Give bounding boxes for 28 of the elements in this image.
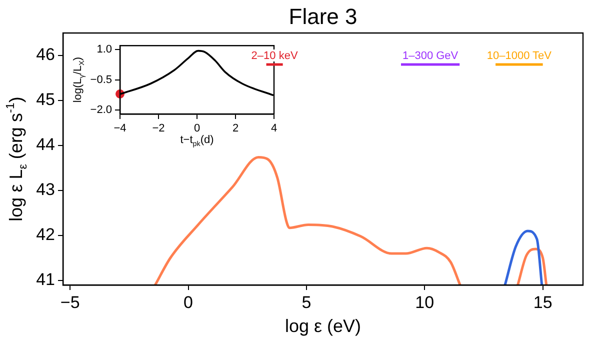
x-tick-label: −2: [152, 122, 165, 135]
series-label: 1–300 GeV: [402, 50, 459, 62]
y-tick-label: −2.0: [90, 104, 112, 116]
line-series: [504, 230, 544, 286]
x-tick-label: 4: [270, 122, 278, 135]
x-tick-label: 2: [232, 122, 239, 135]
chart-title: Flare 3: [288, 4, 358, 30]
y-tick-label: 45: [36, 90, 55, 110]
x-tick-label: 15: [533, 292, 552, 312]
y-tick-label: 41: [36, 270, 55, 290]
line-series: [154, 156, 462, 286]
x-tick-label: 10: [415, 292, 434, 312]
x-axis-title: log ε (eV): [284, 316, 362, 336]
y-tick-label: 44: [36, 135, 55, 154]
y-tick-label: 43: [36, 180, 55, 200]
x-tick-label: 0: [184, 292, 194, 312]
y-axis-title: log ε Lε (erg s-1): [4, 96, 30, 222]
x-tick-label: −4: [114, 122, 126, 135]
series-label: 10–1000 TeV: [486, 50, 552, 62]
y-tick-label: −0.5: [90, 74, 112, 86]
y-tick-label: 1.0: [96, 44, 112, 56]
y-tick-label: 46: [36, 45, 55, 64]
x-tick-label: −5: [60, 292, 80, 312]
series-label: 2–10 keV: [251, 50, 298, 62]
y-tick-label: 42: [36, 225, 55, 244]
x-tick-label: 5: [302, 292, 312, 312]
line-series: [516, 248, 548, 286]
x-tick-label: 0: [194, 122, 200, 135]
